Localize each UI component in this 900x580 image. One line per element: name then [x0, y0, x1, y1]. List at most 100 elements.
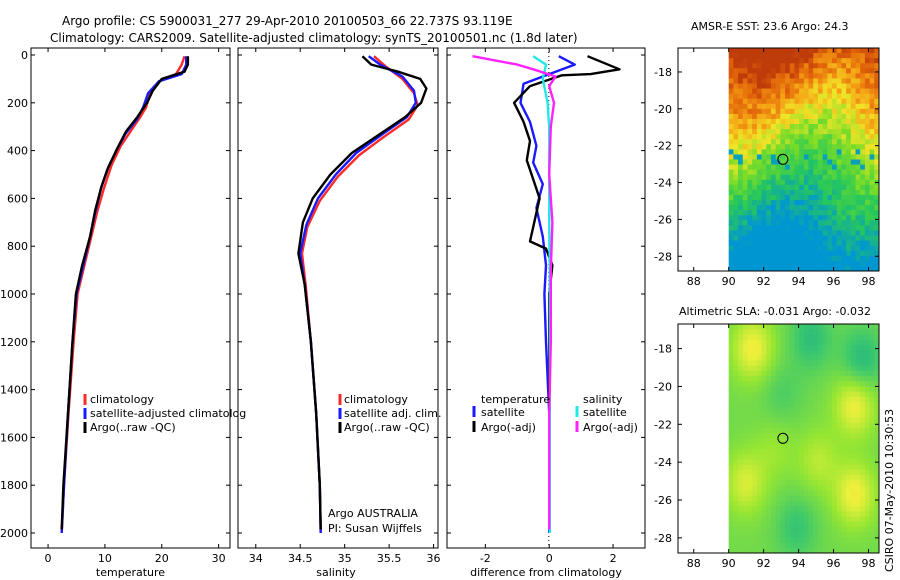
heatmap-cell	[817, 396, 824, 403]
heatmap-cell	[841, 255, 847, 262]
heatmap-cell	[822, 365, 828, 372]
heatmap-cell	[770, 500, 777, 507]
heatmap-cell	[808, 474, 814, 481]
heatmap-cell	[756, 58, 763, 64]
heatmap-cell	[827, 174, 833, 181]
heatmap-cell	[864, 438, 871, 445]
heatmap-cell	[864, 448, 871, 455]
heatmap-cell	[874, 225, 879, 232]
heatmap-cell	[874, 215, 879, 221]
heatmap-cell	[803, 542, 810, 549]
heatmap-cell	[869, 480, 875, 486]
heatmap-cell	[775, 428, 781, 434]
heatmap-cell	[794, 428, 800, 434]
heatmap-cell	[738, 174, 744, 181]
heatmap-cell	[832, 149, 838, 156]
heatmap-cell	[752, 516, 758, 523]
heatmap-cell	[733, 210, 739, 216]
temperature-lines	[60, 55, 190, 534]
heatmap-cell	[770, 124, 777, 130]
heatmap-cell	[747, 205, 753, 211]
heatmap-cell	[803, 521, 810, 528]
heatmap-cell	[799, 396, 805, 403]
heatmap-cell	[817, 490, 824, 497]
heatmap-cell	[747, 215, 753, 221]
heatmap-cell	[780, 124, 786, 130]
heatmap-cell	[738, 159, 744, 166]
heatmap-cell	[747, 88, 753, 95]
heatmap-cell	[761, 376, 767, 382]
heatmap-cell	[832, 200, 838, 206]
heatmap-cell	[846, 169, 852, 176]
heatmap-cell	[728, 454, 734, 460]
heatmap-cell	[761, 164, 767, 171]
heatmap-cell	[799, 334, 805, 341]
heatmap-cell	[747, 118, 753, 125]
heatmap-cell	[747, 464, 753, 471]
heatmap-cell	[803, 412, 810, 419]
heatmap-cell	[808, 490, 814, 497]
heatmap-cell	[808, 396, 814, 403]
heatmap-cell	[855, 154, 861, 161]
heatmap-cell	[775, 443, 781, 450]
heatmap-cell	[822, 506, 828, 512]
heatmap-cell	[799, 526, 805, 533]
heatmap-cell	[738, 194, 744, 201]
heatmap-cell	[738, 324, 744, 330]
heatmap-cell	[747, 103, 753, 110]
heatmap-cell	[789, 88, 796, 95]
heatmap-cell	[874, 93, 879, 100]
heatmap-cell	[799, 144, 805, 150]
heatmap-cell	[785, 443, 791, 450]
heatmap-cell	[794, 355, 800, 362]
heatmap-cell	[789, 386, 796, 393]
heatmap-cell	[813, 215, 819, 221]
heatmap-cell	[794, 402, 800, 408]
heatmap-cell	[860, 58, 866, 64]
heatmap-cell	[742, 443, 749, 450]
heatmap-cell	[836, 490, 843, 497]
heatmap-cell	[775, 250, 781, 257]
heatmap-cell	[799, 139, 805, 145]
heatmap-cell	[752, 448, 758, 455]
heatmap-cell	[766, 58, 772, 64]
heatmap-cell	[742, 164, 749, 171]
heatmap-cell	[817, 500, 824, 507]
heatmap-cell	[770, 235, 777, 242]
heatmap-cell	[827, 134, 833, 140]
heatmap-cell	[738, 83, 744, 90]
heatmap-cell	[728, 376, 734, 382]
heatmap-cell	[775, 474, 781, 481]
heatmap-cell	[785, 144, 791, 150]
heatmap-cell	[766, 108, 772, 115]
heatmap-cell	[850, 48, 857, 54]
heatmap-cell	[799, 200, 805, 206]
heatmap-cell	[841, 260, 847, 267]
heatmap-cell	[770, 422, 777, 429]
heatmap-cell	[864, 469, 871, 476]
heatmap-cell	[864, 370, 871, 377]
heatmap-cell	[785, 500, 791, 507]
heatmap-cell	[813, 255, 819, 262]
heatmap-cell	[780, 103, 786, 110]
heatmap-cell	[846, 149, 852, 156]
heatmap-cell	[855, 118, 861, 125]
heatmap-cell	[785, 438, 791, 445]
heatmap-cell	[742, 118, 749, 125]
x-tick-label: 35.5	[377, 552, 402, 565]
heatmap-cell	[832, 516, 838, 523]
heatmap-cell	[770, 516, 777, 523]
heatmap-cell	[775, 386, 781, 393]
heatmap-cell	[869, 422, 875, 429]
heatmap-cell	[841, 235, 847, 242]
heatmap-cell	[855, 454, 861, 460]
heatmap-cell	[855, 500, 861, 507]
heatmap-cell	[874, 542, 879, 549]
heatmap-cell	[766, 417, 772, 424]
heatmap-cell	[785, 83, 791, 90]
heatmap-cell	[789, 521, 796, 528]
heatmap-cell	[733, 154, 739, 161]
heatmap-cell	[827, 240, 833, 247]
heatmap-cell	[841, 164, 847, 171]
heatmap-cell	[794, 417, 800, 424]
